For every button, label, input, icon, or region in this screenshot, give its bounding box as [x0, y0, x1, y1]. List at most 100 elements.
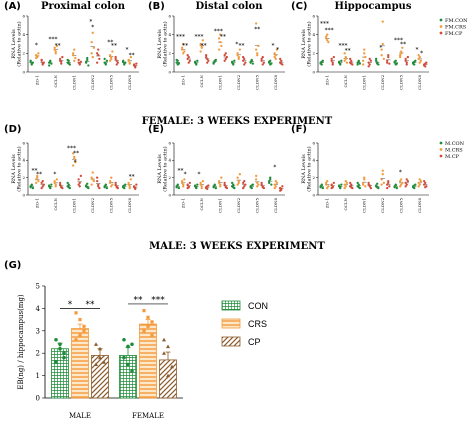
- data-point: [200, 46, 203, 49]
- legend-label: M.CON: [445, 141, 465, 147]
- data-point: [275, 181, 278, 185]
- data-point: [423, 179, 426, 183]
- y-tick-label: 6: [312, 13, 315, 18]
- data-point: [386, 59, 389, 62]
- data-point: [326, 33, 329, 36]
- data-point: [205, 54, 208, 57]
- data-point: [369, 59, 372, 62]
- data-point: [104, 184, 107, 187]
- y-axis-label-line: RNA Levels: [157, 154, 163, 184]
- data-point: [115, 59, 118, 62]
- data-point: [62, 351, 66, 356]
- y-tick-label: 6: [22, 13, 25, 18]
- x-category-label: CLDN5: [108, 75, 113, 90]
- data-point: [91, 178, 94, 181]
- data-point: [237, 57, 240, 61]
- data-point: [367, 181, 370, 185]
- data-point: [130, 369, 134, 373]
- significance-mark: *: [276, 46, 279, 53]
- data-point: [97, 54, 100, 57]
- data-point: [237, 55, 240, 59]
- data-point: [405, 63, 408, 66]
- data-point: [58, 346, 62, 351]
- data-point: [273, 183, 276, 186]
- data-point: [78, 181, 81, 185]
- x-category-label: CLDN8: [273, 198, 278, 213]
- x-category-label: ZO-1: [324, 75, 329, 85]
- data-point: [82, 324, 86, 328]
- data-point: [274, 57, 277, 61]
- y-tick-label: 2: [36, 350, 40, 358]
- data-point: [72, 152, 75, 155]
- data-point: [74, 311, 78, 315]
- data-point: [218, 48, 221, 51]
- legend-marker: [439, 25, 443, 28]
- data-point: [387, 179, 390, 183]
- data-point: [319, 62, 322, 65]
- data-point: [31, 186, 34, 190]
- data-point: [399, 179, 402, 183]
- panel-b: (B) Distal colon 0 2 4 6 RNA Levels(Relative t…: [148, 1, 285, 90]
- y-axis-label-line: RNA Levels: [11, 154, 17, 184]
- data-point: [243, 63, 246, 66]
- data-point: [187, 61, 190, 64]
- significance-mark: ***: [48, 36, 57, 43]
- data-point: [127, 181, 130, 185]
- data-point: [280, 187, 283, 191]
- data-point: [73, 157, 76, 160]
- data-point: [55, 44, 58, 48]
- data-point: [343, 59, 346, 62]
- data-point: [176, 63, 179, 66]
- y-tick-label: 6: [312, 140, 315, 145]
- data-point: [364, 185, 367, 188]
- data-point: [260, 57, 263, 61]
- y-axis-label: RNA Levels(Relative to actin): [11, 146, 23, 191]
- data-point: [219, 183, 222, 186]
- data-point: [404, 185, 407, 188]
- y-tick-label: 0: [22, 192, 25, 197]
- data-point: [412, 62, 415, 65]
- data-point: [177, 186, 181, 190]
- x-category-label: CLDN8: [127, 75, 132, 90]
- x-category-label: ZO-1: [34, 198, 39, 208]
- significance-mark: **: [31, 167, 37, 174]
- data-point: [128, 186, 131, 190]
- data-point: [260, 59, 263, 62]
- panel-label: (D): [4, 124, 21, 135]
- data-point: [363, 52, 366, 55]
- significance-mark: ***: [176, 33, 185, 40]
- female-experiment-label: FEMALE: 3 WEEKS EXPERIMENT: [142, 116, 333, 127]
- data-point: [231, 60, 234, 63]
- data-point: [105, 186, 108, 190]
- data-point: [187, 186, 190, 189]
- y-axis-label-line: (Relative to actin): [16, 21, 23, 66]
- data-point: [90, 183, 93, 186]
- data-point: [36, 54, 39, 58]
- data-point: [82, 329, 86, 333]
- data-point: [255, 174, 258, 178]
- data-point: [205, 55, 208, 59]
- data-point: [79, 174, 82, 178]
- data-point: [223, 183, 226, 186]
- data-point: [103, 57, 106, 61]
- data-point: [98, 57, 101, 61]
- data-point: [182, 42, 185, 46]
- data-point: [404, 59, 407, 62]
- data-point: [200, 185, 203, 188]
- x-category-label: OCLN: [199, 198, 204, 211]
- y-axis-label: RNA Levels(Relative to actin): [301, 21, 313, 66]
- data-point: [35, 181, 38, 185]
- data-point: [122, 355, 126, 360]
- significance-mark: ***: [394, 37, 403, 44]
- legend-marker: [439, 148, 443, 151]
- data-point: [207, 59, 210, 62]
- x-category-label: OCLN: [343, 75, 348, 88]
- data-point: [279, 57, 282, 61]
- y-axis-label-line: (Relative to actin): [306, 21, 313, 66]
- data-point: [368, 63, 371, 66]
- x-category-label: CLDN8: [417, 75, 422, 90]
- panel-title: Distal colon: [196, 1, 264, 12]
- data-point: [236, 52, 239, 55]
